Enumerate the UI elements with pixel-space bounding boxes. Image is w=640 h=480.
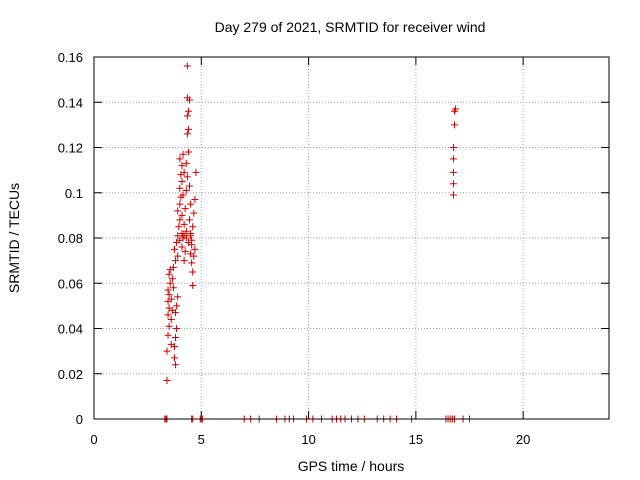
y-tick-label: 0.04 bbox=[58, 322, 83, 337]
data-point bbox=[183, 112, 191, 120]
data-point bbox=[449, 191, 457, 199]
data-point bbox=[184, 125, 192, 133]
data-point bbox=[174, 207, 182, 215]
data-point bbox=[176, 200, 184, 208]
y-tick-label: 0 bbox=[76, 412, 83, 427]
data-point bbox=[449, 155, 457, 163]
data-point bbox=[163, 347, 171, 355]
x-tick-label: 5 bbox=[198, 432, 205, 447]
axis-ticks: 0 0.02 0.04 0.06 0.08 0.1 0.12 0.14 0.16 0 5 10 15 20 bbox=[58, 50, 609, 447]
data-point bbox=[449, 144, 457, 151]
data-point bbox=[179, 191, 187, 199]
data-point bbox=[173, 325, 181, 332]
data-point bbox=[452, 105, 460, 113]
data-point bbox=[190, 209, 198, 217]
data-point bbox=[180, 220, 188, 228]
data-point bbox=[180, 168, 188, 176]
data-point bbox=[166, 279, 174, 287]
data-point bbox=[167, 295, 175, 303]
data-point bbox=[172, 361, 180, 369]
x-axis-label: GPS time / hours bbox=[298, 458, 405, 474]
data-point bbox=[191, 245, 199, 253]
data-point bbox=[183, 173, 191, 181]
data-point bbox=[174, 252, 182, 260]
data-point bbox=[172, 309, 180, 317]
data-point bbox=[187, 200, 195, 208]
data-point bbox=[169, 263, 177, 271]
data-point bbox=[178, 177, 186, 185]
y-tick-label: 0.02 bbox=[58, 367, 83, 382]
data-point bbox=[182, 159, 190, 167]
data-point bbox=[176, 184, 184, 192]
data-point bbox=[181, 205, 189, 213]
data-point bbox=[174, 232, 182, 240]
data-point bbox=[181, 248, 189, 256]
plot-frame bbox=[93, 56, 610, 420]
data-point bbox=[183, 94, 191, 102]
y-tick-label: 0.08 bbox=[58, 231, 83, 246]
data-point bbox=[182, 186, 190, 194]
data-point bbox=[184, 239, 192, 247]
data-point bbox=[449, 180, 457, 188]
data-point bbox=[167, 315, 175, 323]
data-point bbox=[172, 334, 180, 342]
data-point bbox=[185, 182, 193, 190]
y-axis-label: SRMTID / TECUs bbox=[6, 183, 22, 293]
data-point bbox=[189, 282, 197, 290]
data-point bbox=[165, 291, 173, 299]
data-point bbox=[191, 196, 199, 204]
data-point bbox=[165, 322, 173, 330]
data-point bbox=[192, 168, 200, 176]
data-point bbox=[164, 331, 172, 339]
x-tick-label: 15 bbox=[409, 432, 423, 447]
data-point bbox=[176, 216, 184, 224]
y-tick-label: 0.12 bbox=[58, 141, 83, 156]
data-point bbox=[170, 343, 178, 351]
y-tick-label: 0.14 bbox=[58, 95, 83, 110]
y-tick-label: 0.1 bbox=[65, 186, 83, 201]
data-point bbox=[178, 243, 186, 251]
data-point bbox=[179, 150, 187, 158]
data-point bbox=[176, 236, 184, 244]
data-point bbox=[183, 62, 191, 70]
data-point bbox=[182, 227, 190, 235]
data-point bbox=[187, 229, 195, 237]
data-point bbox=[164, 286, 172, 294]
data-point bbox=[189, 223, 197, 231]
data-point bbox=[169, 284, 177, 292]
data-point bbox=[164, 311, 172, 319]
data-point bbox=[189, 268, 197, 276]
data-point bbox=[178, 211, 186, 219]
y-tick-label: 0.16 bbox=[58, 50, 83, 65]
data-point bbox=[163, 377, 171, 385]
y-tick-label: 0.06 bbox=[58, 276, 83, 291]
data-point bbox=[178, 162, 186, 170]
data-point bbox=[190, 252, 198, 260]
x-tick-label: 10 bbox=[301, 432, 315, 447]
data-point bbox=[165, 270, 173, 278]
data-point bbox=[184, 148, 192, 156]
x-tick-label: 0 bbox=[90, 432, 97, 447]
data-point bbox=[176, 155, 184, 163]
x-tick-label: 20 bbox=[516, 432, 530, 447]
data-point bbox=[183, 130, 191, 138]
data-point bbox=[168, 275, 176, 283]
data-point bbox=[174, 293, 182, 301]
chart-title: Day 279 of 2021, SRMTID for receiver win… bbox=[215, 19, 486, 35]
data-points bbox=[161, 62, 474, 423]
data-point bbox=[451, 121, 458, 129]
data-point bbox=[170, 354, 178, 362]
data-point bbox=[188, 259, 196, 267]
grid bbox=[94, 57, 609, 419]
data-point bbox=[182, 234, 190, 242]
data-point bbox=[175, 223, 183, 231]
data-point bbox=[172, 257, 180, 265]
data-point bbox=[173, 302, 181, 310]
data-point bbox=[184, 107, 192, 115]
data-point bbox=[185, 216, 193, 224]
data-point bbox=[180, 257, 188, 265]
data-point bbox=[449, 168, 457, 176]
data-point bbox=[170, 245, 178, 253]
